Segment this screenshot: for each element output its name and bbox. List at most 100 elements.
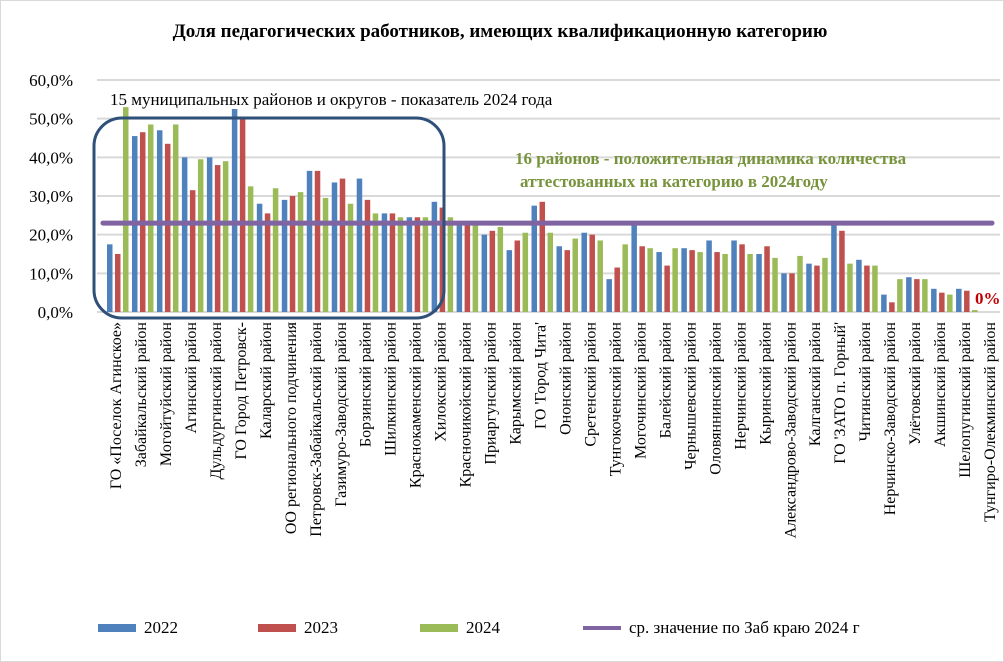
legend-swatch (420, 624, 458, 632)
bar-2023 (339, 178, 346, 312)
bar-2024 (547, 232, 554, 312)
bar-2022 (606, 279, 612, 312)
bar-2023 (389, 213, 396, 312)
bar-2023 (789, 273, 795, 312)
bar-2023 (464, 221, 471, 312)
bar-2023 (189, 190, 196, 312)
legend-label: ср. значение по Заб краю 2024 г (629, 618, 860, 637)
bar-2022 (306, 170, 313, 312)
bar-2024 (472, 225, 479, 312)
bar-2024 (872, 265, 878, 312)
x-tick-label: Кыринский район (757, 322, 774, 445)
bar-2023 (314, 170, 321, 312)
legend-2022: 2022 (98, 618, 178, 638)
x-tick-label: Краснокаменский район (408, 322, 425, 489)
y-tick-label: 50,0% (29, 110, 73, 129)
bar-2024 (197, 159, 204, 312)
legend-2024: 2024 (420, 618, 500, 638)
x-tick-label: Могочинский район (632, 322, 649, 459)
x-tick-label: Тунгокоченский район (607, 322, 624, 477)
bar-2023 (689, 250, 695, 312)
legend-swatch (583, 626, 621, 630)
x-tick-label: Дульдургинский район (208, 322, 225, 480)
y-tick-label: 10,0% (29, 264, 73, 283)
bar-2023 (889, 302, 895, 312)
bar-2024 (347, 203, 354, 312)
bar-2023 (664, 265, 670, 312)
bar-2023 (115, 254, 121, 312)
bar-2022 (456, 223, 463, 312)
bar-2024 (497, 226, 504, 312)
bar-2022 (656, 252, 662, 312)
bar-2022 (631, 223, 637, 312)
bar-2024 (172, 124, 179, 312)
bar-2024 (522, 232, 529, 312)
bar-2024 (572, 238, 578, 312)
legend-2023: 2023 (258, 618, 338, 638)
y-tick-label: 0,0% (38, 303, 73, 322)
bar-2022 (906, 277, 912, 312)
legend-average: ср. значение по Заб краю 2024 г (583, 618, 860, 638)
x-tick-label: ГО Город Петровск- (233, 322, 250, 459)
bar-2024 (397, 217, 404, 312)
dynamics-annotation-2: аттестованных на категорию в 2024году (520, 172, 828, 191)
bar-2024 (822, 257, 828, 312)
x-tick-label: Балейский район (657, 322, 674, 439)
chart-title: Доля педагогических работников, имеющих … (172, 21, 828, 42)
x-tick-label: Приаргунский район (483, 322, 500, 465)
bar-2024 (222, 161, 229, 312)
bar-2023 (814, 265, 820, 312)
x-tick-label: Нерчинский район (732, 322, 749, 450)
bar-2023 (839, 230, 845, 312)
bar-2024 (322, 197, 329, 312)
x-tick-label: Тунгиро-Олекминский район (982, 322, 999, 522)
bar-2024 (947, 294, 953, 312)
bar-2022 (231, 109, 238, 312)
bar-2022 (107, 244, 113, 312)
x-tick-label: Александрово-Заводский район (782, 322, 799, 539)
bar-2023 (214, 165, 221, 312)
x-tick-label: Шилкинский район (383, 322, 400, 456)
bar-2023 (864, 265, 870, 312)
bar-2022 (181, 157, 188, 312)
x-tick-label: Газимуро-Заводский район (333, 322, 350, 507)
box-annotation: 15 муниципальных районов и округов - пок… (110, 90, 553, 109)
bar-2023 (514, 240, 521, 312)
highlight-box (92, 116, 446, 320)
bar-2023 (289, 196, 296, 312)
x-tick-label: Каларский район (258, 322, 275, 439)
legend-swatch (98, 624, 136, 632)
bar-2022 (856, 259, 862, 312)
x-tick-label: Нерчинско-Заводский район (882, 322, 899, 516)
bar-2022 (781, 273, 787, 312)
y-tick-label: 30,0% (29, 187, 73, 206)
bar-2023 (539, 201, 546, 312)
bar-2022 (831, 221, 837, 312)
x-tick-label: Акшинский район (932, 322, 949, 447)
bar-2022 (956, 288, 962, 312)
bar-2024 (123, 107, 129, 312)
bar-2024 (897, 279, 903, 312)
bar-2022 (531, 205, 538, 312)
bar-2022 (481, 234, 488, 312)
bar-2024 (647, 248, 653, 312)
x-tick-label: ГО «Поселок Агинское» (108, 322, 125, 489)
x-tick-label: Карымский район (508, 322, 525, 445)
bar-2023 (939, 292, 945, 312)
x-tick-label: ОО регионального подчинения (283, 321, 300, 534)
bar-2024 (772, 257, 778, 312)
bar-2024 (247, 186, 254, 312)
y-tick-label: 20,0% (29, 226, 73, 245)
bar-2024 (297, 192, 304, 312)
x-tick-label: Сретенский район (582, 322, 599, 447)
bar-2024 (847, 263, 853, 312)
bar-2023 (639, 246, 645, 312)
bar-2023 (364, 199, 371, 312)
bar-2024 (622, 244, 628, 312)
x-tick-label: Могойтуйский район (158, 322, 175, 467)
bar-2023 (964, 290, 970, 312)
bar-2024 (797, 255, 803, 312)
bar-2024 (422, 217, 429, 312)
bar-2022 (256, 203, 263, 312)
bar-2024 (722, 254, 728, 312)
